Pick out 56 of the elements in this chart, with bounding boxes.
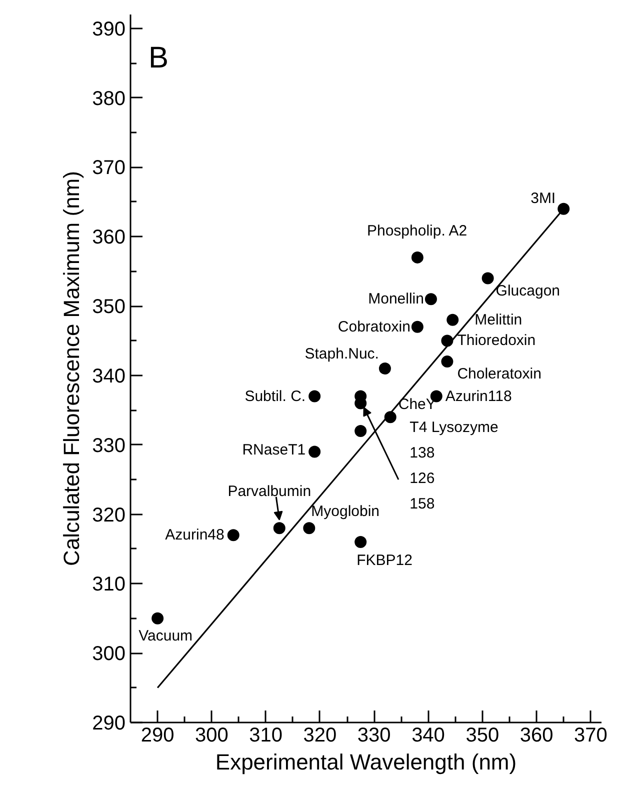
annotation: Vacuum [138,627,193,644]
point [424,293,437,306]
annotation: FKBP12 [356,552,412,570]
point [558,202,570,215]
y-tick-label: 390 [92,18,126,40]
x-tick-label: 310 [249,724,283,746]
annotation: Phospholip. A2 [366,222,468,240]
point [308,446,321,458]
annotation: Parvalbumin [228,483,312,500]
point [227,529,240,542]
annotation: RNaseT1 [242,441,306,458]
annotation: Azurin48 [165,526,224,544]
y-tick-label: 360 [92,226,126,249]
y-tick-label: 320 [92,504,126,526]
annotation: Melittin [474,311,522,328]
annotation: Subtil. C. [244,388,306,405]
annotation: Thioredoxin [457,332,536,350]
annotation: Cobratoxin [338,318,410,336]
point [152,612,164,624]
y-tick-label: 340 [92,365,126,388]
x-tick-label: 370 [574,724,608,746]
annotation: 3MI [530,190,556,207]
y-tick-label: 300 [92,643,126,666]
annotation: T4 Lysozyme 138 126 158 [410,419,498,513]
annotation: Azurin118 [445,388,512,405]
x-tick-label: 300 [195,724,228,746]
point [482,272,494,284]
y-axis-title: Calculated Fluorescence Maximum (nm) [59,171,84,566]
x-tick-label: 360 [520,724,554,746]
point [441,356,454,368]
point [303,522,316,534]
x-tick-label: 350 [466,724,500,746]
point [411,251,424,264]
x-tick-label: 290 [140,724,174,746]
annotation: Monellin [368,290,424,308]
x-tick-label: 340 [412,724,445,746]
x-axis-title: Experimental Wavelength (nm) [215,750,517,774]
y-tick-label: 350 [92,296,126,318]
annotation: Myoglobin [311,503,380,520]
y-tick-label: 380 [92,88,126,110]
x-tick-label: 320 [303,724,337,746]
annotation: Glucagon [496,282,560,300]
point [354,424,367,437]
y-tick-label: 330 [92,434,126,457]
annotation: B [148,42,169,74]
point [308,390,321,402]
y-tick-label: 310 [92,574,126,596]
annotation: Choleratoxin [457,366,542,383]
x-tick-label: 330 [357,724,391,746]
point [446,314,459,326]
point [411,320,424,333]
annotation: Staph.Nuc. [304,346,379,362]
y-tick-label: 370 [92,157,126,180]
point [378,362,391,374]
point [354,536,367,548]
point [273,522,286,534]
